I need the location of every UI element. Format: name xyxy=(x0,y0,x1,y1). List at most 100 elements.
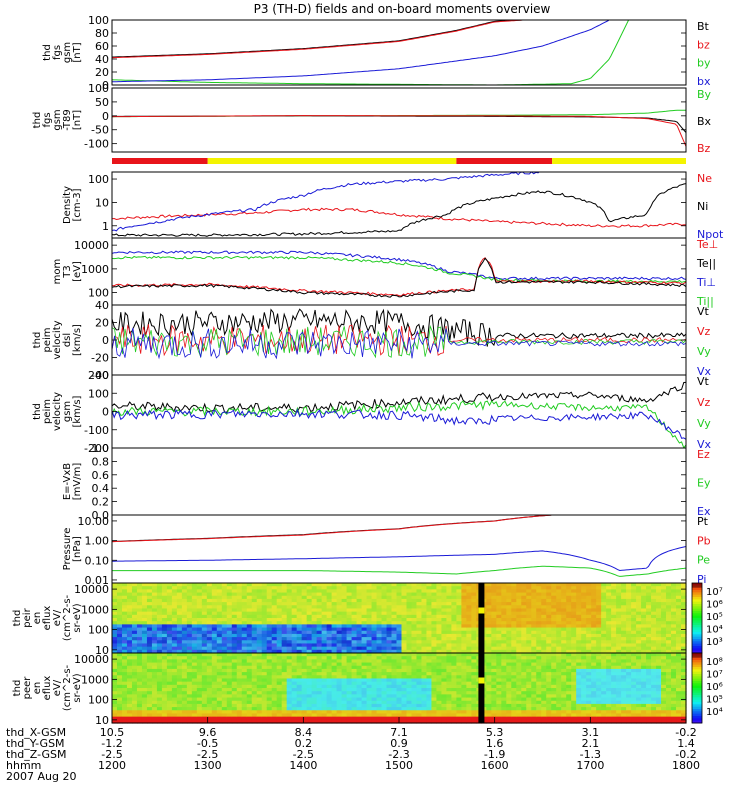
legend-entry: bz xyxy=(697,38,710,51)
y-tick-label: 1000 xyxy=(81,603,109,616)
y-tick-label: -20 xyxy=(91,352,109,365)
y-axis-label: thd xyxy=(32,112,43,129)
y-tick-label: 200 xyxy=(88,369,109,382)
y-tick-label: 0 xyxy=(102,406,109,419)
y-axis-label: sr-eV) xyxy=(72,603,83,632)
y-axis-label: eV/ xyxy=(52,679,63,696)
series-line-bz xyxy=(112,114,686,147)
y-tick-label: 40 xyxy=(95,53,109,66)
panel-frame xyxy=(111,447,687,516)
series-line-ne xyxy=(112,207,686,228)
y-axis-label: thd xyxy=(12,680,23,697)
panel-density: 100 10 1 Density [cm-3] Ne Ni Npot xyxy=(62,171,724,241)
y-tick-label: 20 xyxy=(95,317,109,330)
y-tick-label: 10.00 xyxy=(78,515,110,528)
series-line-te xyxy=(112,257,686,298)
panel-frame xyxy=(111,87,687,153)
panel-frame xyxy=(111,514,687,584)
x-row-value: 3.1 xyxy=(582,726,600,739)
y-tick-label: 100 xyxy=(88,624,109,637)
y-axis-label: eflux xyxy=(42,676,53,701)
y-tick-label: 0.0 xyxy=(92,509,110,522)
series-line-vx xyxy=(112,408,686,440)
x-row-value: -1.3 xyxy=(580,748,601,761)
y-tick-label: 100 xyxy=(88,287,109,300)
y-tick-label: 0.10 xyxy=(85,554,110,567)
y-tick-label: -40 xyxy=(91,369,109,382)
y-axis-label: gsm xyxy=(62,401,73,422)
y-axis-label: peim xyxy=(42,399,53,424)
legend-entry: By xyxy=(697,88,712,101)
series-group xyxy=(112,250,686,298)
y-tick-label: 100 xyxy=(88,82,109,95)
legend-entry: Ti⊥ xyxy=(696,276,716,289)
y-axis-label: gsm xyxy=(52,109,63,130)
x-row-value: 1300 xyxy=(194,759,222,772)
x-row-value: 10.5 xyxy=(100,726,125,739)
legend-entry: Ex xyxy=(697,505,711,518)
y-axis-label: en xyxy=(32,682,43,695)
x-row-value: -2.5 xyxy=(293,748,314,761)
legend-entry: Vt xyxy=(697,305,710,318)
y-tick-label: 100 xyxy=(88,173,109,186)
heatmap-cells xyxy=(112,653,687,724)
y-axis-label: thd xyxy=(32,332,43,349)
x-row-value: -0.2 xyxy=(675,748,696,761)
legend-entry: Pb xyxy=(697,534,711,547)
y-tick-label: -100 xyxy=(84,138,109,151)
colorbar-tick-label: 10⁴ xyxy=(706,625,723,636)
y-tick-label: 1000 xyxy=(81,263,109,276)
y-tick-label: -50 xyxy=(91,124,109,137)
y-axis-label: [nPa] xyxy=(72,536,83,562)
x-row-value: 1.6 xyxy=(486,737,504,750)
x-row-value: 1400 xyxy=(289,759,317,772)
y-axis-label: dsl xyxy=(62,333,73,347)
y-tick-label: 50 xyxy=(95,96,109,109)
mode-bar-segment xyxy=(456,158,553,164)
figure-title: P3 (TH-D) fields and on-board moments ov… xyxy=(254,2,551,16)
series-line-pt xyxy=(112,515,552,542)
colorbar-tick-label: 10³ xyxy=(706,637,723,648)
series-line-pi xyxy=(112,546,686,572)
y-tick-label: 1 xyxy=(102,220,109,233)
legend-entry: by xyxy=(697,57,711,70)
x-row-value: -1.2 xyxy=(101,737,122,750)
y-tick-label: 60 xyxy=(95,40,109,53)
legend-entry: Te⊥ xyxy=(696,238,718,251)
legend-entry: Te|| xyxy=(696,257,716,270)
x-row-value: 1800 xyxy=(672,759,700,772)
panel-frame xyxy=(111,19,687,86)
y-tick-label: 1000 xyxy=(81,673,109,686)
y-axis-label: E=-VxB xyxy=(62,463,73,500)
y-axis-label: [nT] xyxy=(72,42,83,62)
x-row-value: -2.5 xyxy=(197,748,218,761)
x-row-value: 5.3 xyxy=(486,726,504,739)
mode-bar-segment xyxy=(112,158,208,164)
y-tick-label: 0.2 xyxy=(92,496,110,509)
y-axis-label: thd xyxy=(32,403,43,420)
series-group xyxy=(112,515,686,577)
x-row-value: 1200 xyxy=(98,759,126,772)
x-row-value: 1.4 xyxy=(677,737,695,750)
data-gap-marker xyxy=(478,607,485,614)
y-tick-label: 20 xyxy=(95,66,109,79)
y-tick-label: 0.01 xyxy=(85,574,110,587)
colorbar-tick-label: 10⁴ xyxy=(706,707,723,718)
legend-entry: Ti|| xyxy=(696,295,714,308)
colorbar-tick-label: 10⁷ xyxy=(706,670,723,681)
y-axis-label: eV/ xyxy=(52,609,63,626)
data-gap-marker xyxy=(478,677,485,684)
panel-frame xyxy=(111,374,687,449)
legend-entry: Vy xyxy=(697,417,711,430)
colorbar-tick-label: 10⁵ xyxy=(706,612,723,623)
mode-bar-segment xyxy=(552,158,686,164)
series-line-bx xyxy=(112,20,609,83)
y-tick-label: 1.0 xyxy=(92,442,110,455)
panel-frame xyxy=(111,171,687,239)
legend-entry: bx xyxy=(697,75,711,88)
